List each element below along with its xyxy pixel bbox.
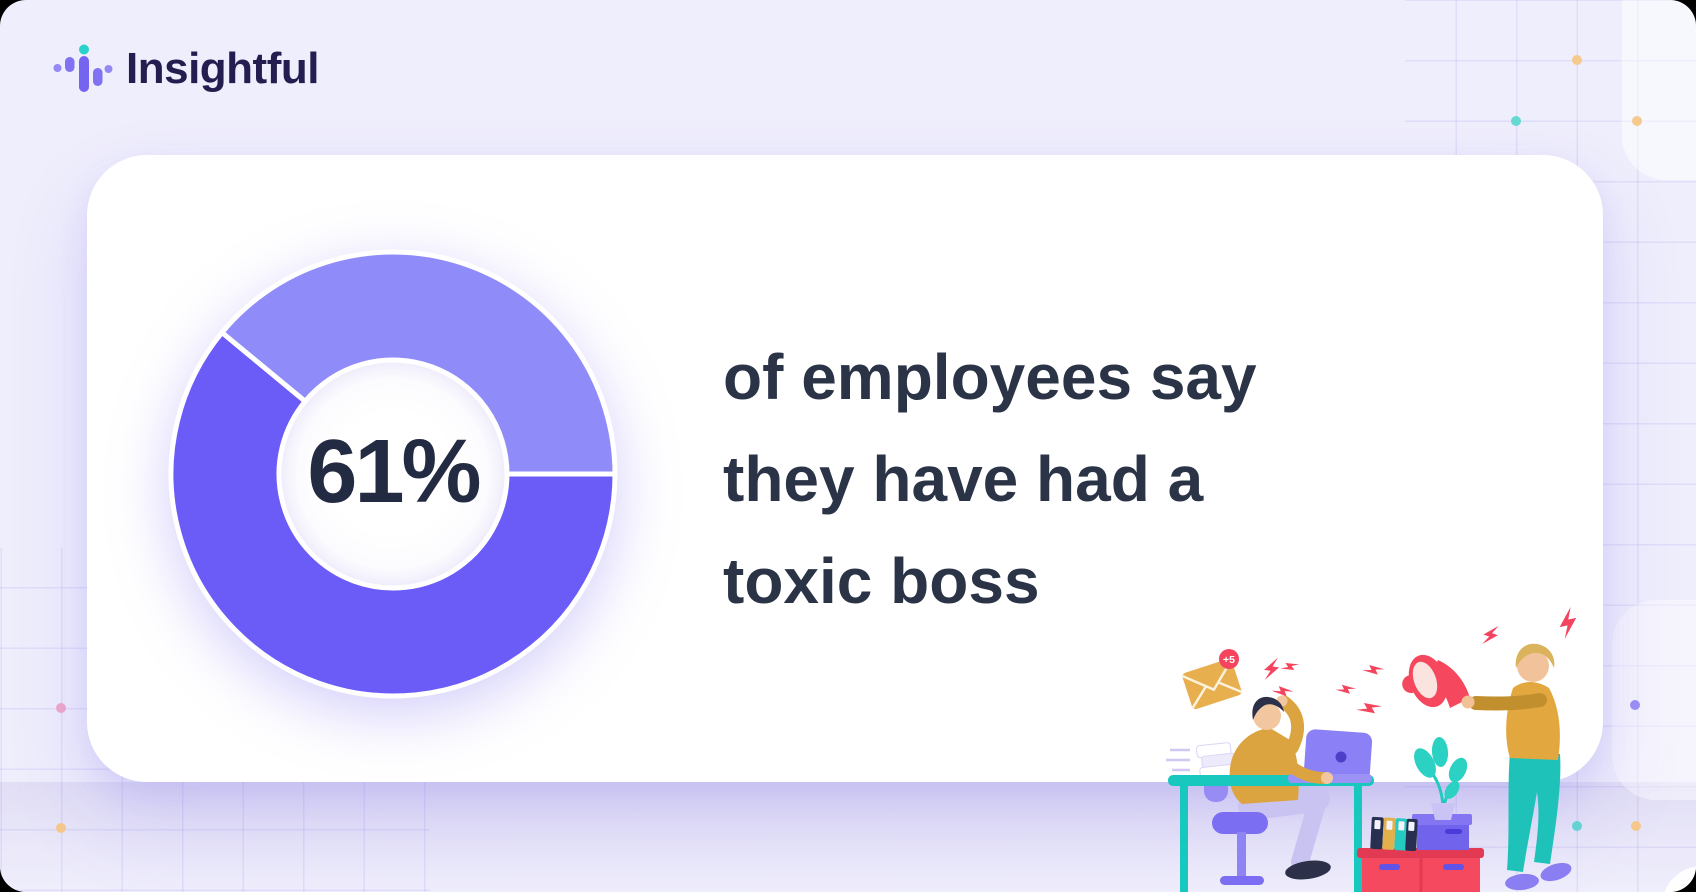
stressed-employee xyxy=(1166,695,1331,885)
decor-corner-blob xyxy=(1664,866,1696,892)
donut-segment-39 xyxy=(219,249,618,477)
decor-dot xyxy=(1572,821,1582,831)
decor-dot xyxy=(56,703,66,713)
decor-dot xyxy=(1632,116,1642,126)
headline-line-1: of employees say xyxy=(723,341,1257,413)
insightful-logo-icon xyxy=(50,36,114,97)
headline-line-3: toxic boss xyxy=(723,545,1040,617)
donut-hole xyxy=(281,362,505,586)
decor-dot xyxy=(1630,700,1640,710)
donut-segment-61 xyxy=(168,330,618,699)
decor-dot xyxy=(1631,821,1641,831)
megaphone-icon xyxy=(1402,654,1470,708)
paper-stack xyxy=(1196,742,1237,780)
notification-badge: +5 xyxy=(1223,654,1235,666)
decor-ghost-panel-right xyxy=(1612,600,1696,800)
logo-wordmark: Insightful xyxy=(126,44,319,93)
logo: Insightful xyxy=(50,36,319,97)
donut-chart: 61% xyxy=(167,248,619,700)
binders xyxy=(1370,816,1418,852)
headline-line-2: they have had a xyxy=(723,443,1204,515)
decor-dot xyxy=(56,823,66,833)
envelope-icon: +5 xyxy=(1181,649,1243,710)
donut-center-label: 61% xyxy=(307,421,481,522)
decor-dot xyxy=(1572,55,1582,65)
stat-card: 61% of employees say they have had a tox… xyxy=(87,155,1603,782)
storage-boxes xyxy=(1357,814,1484,892)
plant-icon xyxy=(1414,737,1468,820)
stat-headline: of employees say they have had a toxic b… xyxy=(723,326,1257,632)
decor-dot xyxy=(1511,116,1521,126)
lightning-bolts xyxy=(1264,606,1577,714)
toxic-boss-illustration: +5 xyxy=(1166,606,1696,892)
decor-ghost-panel-top-right xyxy=(1622,0,1696,180)
shouting-boss xyxy=(1402,643,1572,891)
